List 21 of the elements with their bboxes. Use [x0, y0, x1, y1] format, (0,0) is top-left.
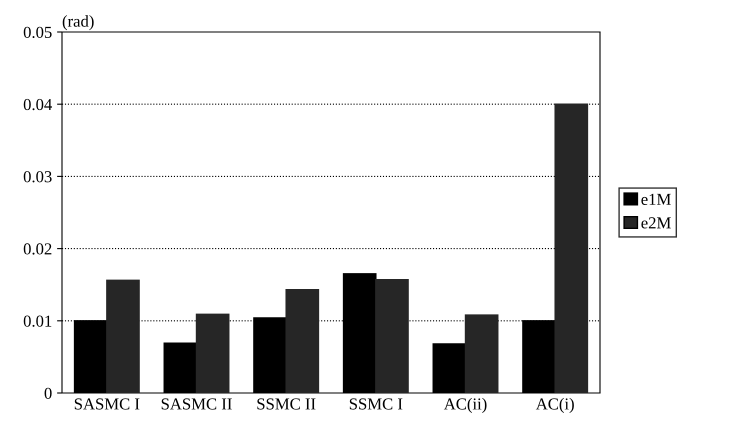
y-axis-title: (rad) — [62, 15, 94, 30]
y-tick-label: 0.01 — [24, 316, 52, 327]
x-tick-label: SASMC I — [74, 398, 140, 410]
y-tick-label: 0 — [44, 388, 52, 399]
x-tick-label: SSMC II — [257, 398, 316, 410]
x-tick-label: SSMC I — [350, 398, 402, 410]
bar — [464, 314, 498, 393]
y-tick-label: 0.03 — [24, 171, 52, 182]
y-tick-label: 0.05 — [24, 26, 52, 38]
bar — [106, 280, 140, 393]
bar — [554, 104, 588, 393]
legend-label: e1M — [641, 194, 671, 205]
y-tick-label: 0.04 — [24, 98, 52, 110]
bar — [196, 314, 230, 393]
x-tick-label: SASMC II — [162, 398, 232, 410]
x-tick-label: AC(ii) — [444, 398, 487, 413]
legend-label: e2M — [641, 217, 671, 228]
bar — [375, 278, 409, 393]
y-tick-label: 0.02 — [24, 243, 52, 255]
x-tick-label: AC(i) — [536, 398, 574, 413]
bar — [285, 289, 320, 393]
